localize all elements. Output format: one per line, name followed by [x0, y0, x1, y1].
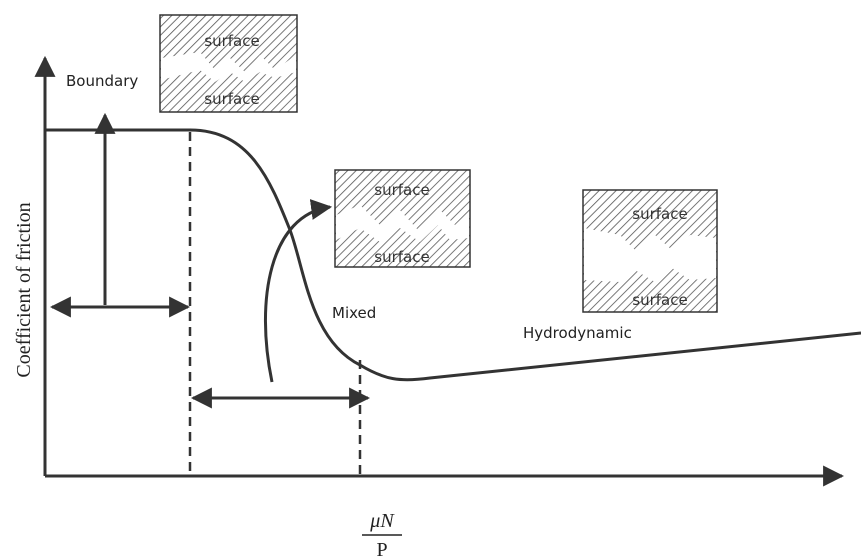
arrow	[263, 199, 333, 383]
hydrodynamic-box: surface surface	[582, 189, 718, 313]
surface-label: surface	[204, 90, 259, 108]
x-axis-label-denominator: P	[376, 539, 387, 559]
regime-label: Hydrodynamic	[523, 324, 632, 342]
surface-label: surface	[374, 181, 429, 199]
surface-label: surface	[374, 248, 429, 266]
x-axis-label-numerator: μN	[369, 510, 395, 532]
boundary-box: surface surface	[159, 14, 298, 113]
axes	[34, 55, 845, 487]
regime-label: Boundary	[66, 72, 138, 90]
arrows	[49, 112, 371, 409]
regime-label: Mixed	[332, 304, 376, 322]
mixed-box: surface surface	[334, 169, 471, 268]
surface-label: surface	[632, 205, 687, 223]
surface-label: surface	[632, 291, 687, 309]
surface-label: surface	[204, 32, 259, 50]
y-axis-label: Coefficient of friction	[13, 202, 35, 377]
stribeck-curve	[45, 128, 861, 382]
